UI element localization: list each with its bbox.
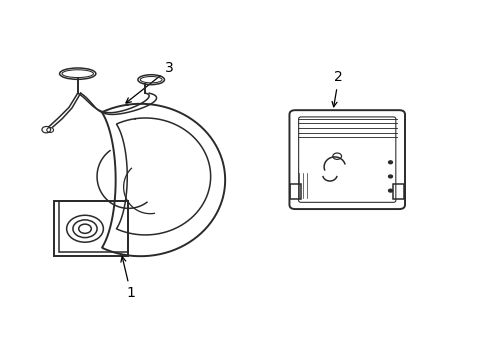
- Bar: [393, 184, 403, 199]
- Bar: [59, 201, 128, 252]
- Text: 2: 2: [331, 70, 343, 107]
- Bar: [290, 184, 301, 199]
- Text: 1: 1: [121, 257, 135, 301]
- Bar: [53, 201, 128, 256]
- Circle shape: [388, 161, 392, 164]
- Circle shape: [388, 175, 392, 178]
- Circle shape: [388, 189, 392, 192]
- Text: 3: 3: [126, 61, 174, 103]
